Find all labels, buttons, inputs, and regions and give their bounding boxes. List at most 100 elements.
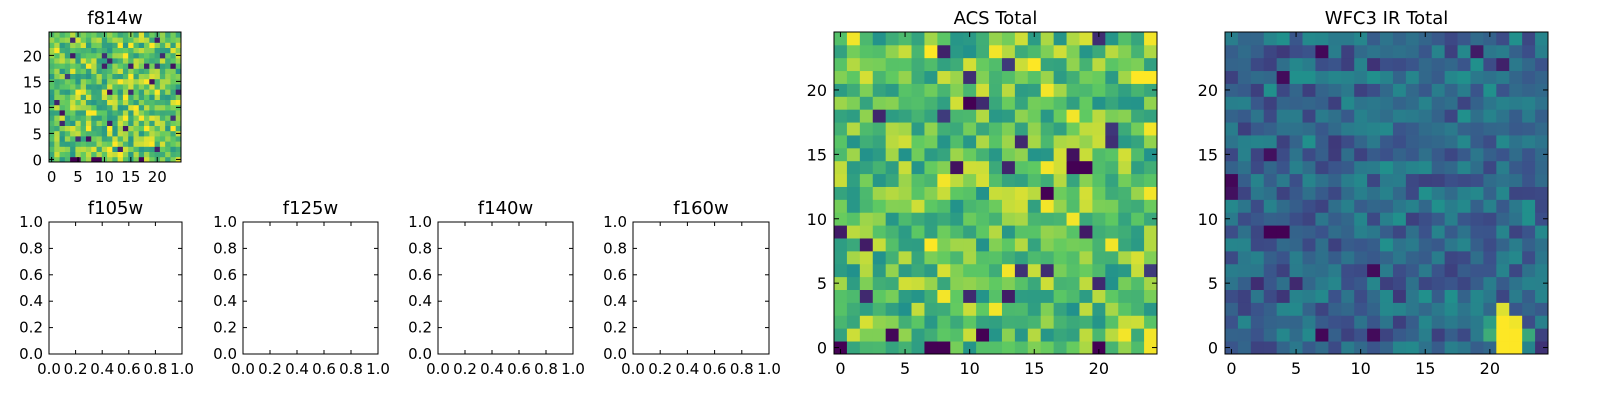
heatmap-cell bbox=[144, 115, 150, 121]
heatmap-cell bbox=[859, 173, 874, 187]
heatmap-cell bbox=[1380, 109, 1394, 123]
heatmap-cell bbox=[1225, 225, 1239, 239]
heatmap-cell bbox=[122, 58, 129, 64]
heatmap-cell bbox=[1027, 44, 1042, 59]
heatmap-cell bbox=[175, 73, 182, 80]
heatmap-cell bbox=[144, 52, 150, 59]
heatmap-cell bbox=[872, 212, 887, 226]
heatmap-cell bbox=[165, 32, 171, 38]
heatmap-cell bbox=[170, 52, 177, 59]
heatmap-cell bbox=[112, 73, 119, 80]
heatmap-cell bbox=[1092, 70, 1106, 84]
heatmap-cell bbox=[885, 96, 899, 110]
heatmap-cell bbox=[128, 42, 134, 48]
heatmap-cell bbox=[49, 125, 55, 132]
heatmap-cell bbox=[175, 136, 182, 142]
heatmap-cell bbox=[1289, 212, 1303, 226]
heatmap-cell bbox=[165, 89, 171, 95]
heatmap-cell bbox=[1066, 70, 1080, 84]
heatmap-cell bbox=[59, 58, 66, 64]
y-tick-label: 0.4 bbox=[19, 292, 43, 310]
heatmap-cell bbox=[1470, 147, 1484, 162]
heatmap-cell bbox=[1431, 341, 1446, 355]
heatmap-cell bbox=[85, 58, 92, 64]
heatmap-cell bbox=[59, 146, 66, 152]
heatmap-cell bbox=[1131, 70, 1145, 84]
heatmap-cell bbox=[1144, 109, 1158, 123]
heatmap-cell bbox=[1457, 70, 1471, 84]
heatmap-cell bbox=[1457, 173, 1471, 187]
heatmap-cell bbox=[937, 173, 951, 187]
heatmap-cell bbox=[950, 44, 964, 59]
heatmap-cell bbox=[1040, 96, 1055, 110]
heatmap-cell bbox=[112, 136, 119, 142]
heatmap-cell bbox=[1066, 341, 1080, 355]
heatmap-cell bbox=[170, 58, 177, 64]
heatmap-cell bbox=[834, 173, 848, 187]
heatmap-cell bbox=[846, 160, 861, 175]
heatmap-cell bbox=[175, 115, 182, 121]
heatmap-cell bbox=[1250, 302, 1265, 316]
heatmap-cell bbox=[1118, 173, 1132, 187]
heatmap-cell bbox=[859, 147, 874, 162]
heatmap-cell bbox=[1131, 341, 1145, 355]
heatmap-cell bbox=[1131, 160, 1145, 175]
heatmap-cell bbox=[138, 58, 145, 64]
heatmap-cell bbox=[165, 99, 171, 106]
heatmap-cell bbox=[1380, 122, 1394, 136]
heatmap-cell bbox=[1328, 225, 1342, 239]
heatmap-cell bbox=[937, 315, 951, 329]
heatmap-cell bbox=[1496, 186, 1510, 200]
heatmap-cell bbox=[1001, 199, 1016, 213]
heatmap-cell bbox=[1289, 135, 1303, 149]
heatmap-cell bbox=[1105, 96, 1119, 110]
heatmap-cell bbox=[1027, 212, 1042, 226]
heatmap-cell bbox=[96, 115, 103, 121]
heatmap-cell bbox=[1418, 109, 1433, 123]
heatmap-cell bbox=[1496, 160, 1510, 175]
heatmap-cell bbox=[911, 186, 925, 200]
heatmap-cell bbox=[1276, 83, 1290, 97]
heatmap-cell bbox=[1341, 276, 1355, 290]
heatmap-cell bbox=[1444, 212, 1458, 226]
x-tick-label: 15 bbox=[1024, 359, 1044, 378]
heatmap-cell bbox=[133, 151, 140, 158]
heatmap-cell bbox=[54, 42, 60, 48]
heatmap-cell bbox=[75, 47, 82, 54]
heatmap-cell bbox=[107, 58, 113, 64]
heatmap-cell bbox=[1470, 122, 1484, 136]
heatmap-cell bbox=[1066, 238, 1080, 252]
heatmap-cell bbox=[1014, 225, 1029, 239]
heatmap-cell bbox=[1053, 186, 1067, 200]
heatmap-cell bbox=[1535, 212, 1549, 226]
heatmap-cell bbox=[950, 328, 964, 342]
heatmap-cell bbox=[1341, 238, 1355, 252]
heatmap-cell bbox=[154, 146, 161, 152]
heatmap-cell bbox=[1040, 173, 1055, 187]
heatmap-cell bbox=[1509, 57, 1523, 72]
heatmap-cell bbox=[101, 104, 108, 111]
heatmap-cell bbox=[49, 89, 55, 95]
heatmap-cell bbox=[80, 52, 87, 59]
heatmap-cell bbox=[1263, 70, 1278, 84]
heatmap-cell bbox=[101, 130, 108, 137]
heatmap-cell bbox=[96, 146, 103, 152]
heatmap-cell bbox=[64, 73, 71, 80]
heatmap-cell bbox=[91, 42, 97, 48]
heatmap-cell bbox=[70, 73, 76, 80]
heatmap-cell bbox=[1509, 315, 1523, 329]
y-tick-label: 20 bbox=[807, 81, 827, 100]
heatmap-cell bbox=[1483, 57, 1497, 72]
heatmap-cell bbox=[1250, 238, 1265, 252]
heatmap-cell bbox=[1027, 160, 1042, 175]
heatmap-cell bbox=[1263, 341, 1278, 355]
heatmap-cell bbox=[834, 212, 848, 226]
heatmap-cell bbox=[149, 130, 155, 137]
heatmap-cell bbox=[1457, 199, 1471, 213]
heatmap-cell bbox=[1040, 341, 1055, 355]
heatmap-cell bbox=[64, 146, 71, 152]
heatmap-cell bbox=[976, 328, 990, 342]
heatmap-cell bbox=[101, 120, 108, 126]
heatmap-cell bbox=[1367, 302, 1381, 316]
heatmap-cell bbox=[144, 37, 150, 43]
